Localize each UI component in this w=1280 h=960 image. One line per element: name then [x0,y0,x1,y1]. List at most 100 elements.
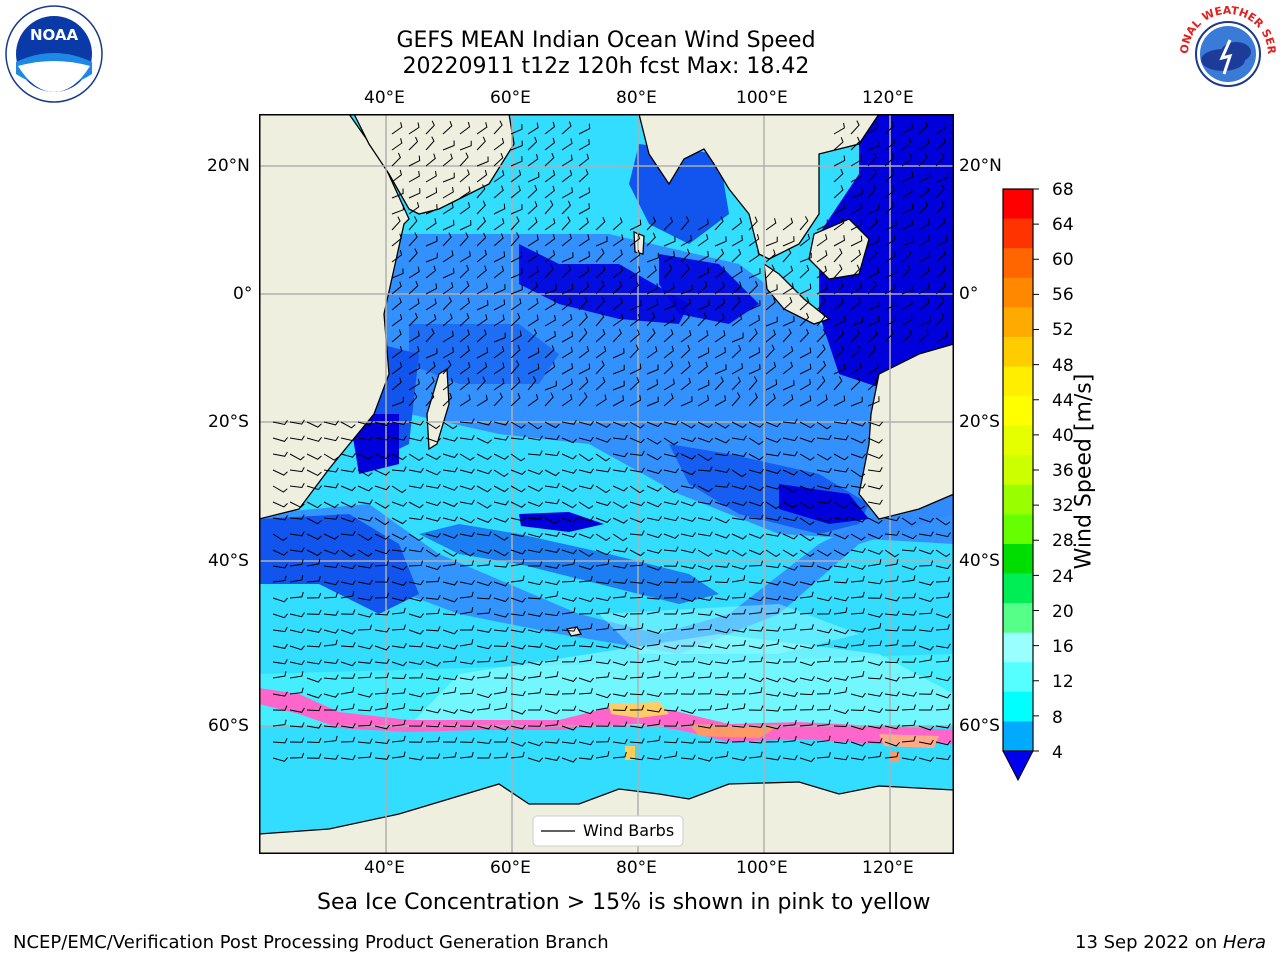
wind-barb [578,709,594,715]
wind-barb [408,692,424,698]
wind-barb [629,738,645,744]
wind-barb [629,467,645,473]
wind-barb [901,219,914,231]
colorbar-swatch [1003,307,1033,338]
wind-barb [595,453,611,462]
wind-barb [289,660,305,666]
wind-barb [765,393,776,407]
wind-barb [544,548,560,553]
wind-barb [357,549,373,557]
wind-barb [680,719,695,727]
wind-barb [459,721,475,727]
wind-barb [816,394,828,407]
wind-barb [544,233,556,247]
colorbar-tick-label: 24 [1052,567,1074,587]
wind-barb [527,594,543,600]
wind-barb [680,623,695,631]
wind-barb [493,284,506,295]
wind-barb [816,234,828,247]
wind-barb [510,675,526,681]
wind-barb [816,434,832,441]
wind-barb [867,533,883,540]
wind-barb [544,380,557,391]
wind-barb [697,737,713,743]
wind-barb [408,171,420,183]
wind-barb [544,690,560,696]
wind-barb [323,735,338,743]
wind-barb [918,218,930,231]
wind-barb [884,121,895,135]
wind-barb [663,516,679,522]
wind-barb [561,640,577,647]
wind-barb [306,592,322,599]
wind-barb [612,348,625,359]
bottom-lon-tick: 40°E [364,858,405,878]
wind-barb [561,596,577,602]
wind-barb [544,249,556,263]
bottom-lon-tick: 100°E [736,858,788,878]
wind-barb [289,574,304,583]
wind-barb [374,627,390,633]
wind-barb [306,753,322,759]
wind-barb [850,202,862,215]
wind-barb [612,265,624,279]
wind-barb [493,314,505,327]
wind-barb [374,724,390,730]
wind-barb [731,549,747,557]
wind-barb [748,315,760,327]
wind-barb [476,156,489,167]
wind-barb [850,655,865,663]
wind-barb [289,482,305,489]
wind-barb [612,421,628,427]
colorbar-swatch [1003,662,1033,693]
wind-barb [884,751,899,759]
wind-barb [493,153,504,167]
wind-barb [918,580,934,586]
wind-barb [459,737,475,743]
wind-barb [272,469,288,476]
wind-barb [306,659,322,665]
colorbar-tick-label: 16 [1052,637,1074,657]
wind-barb [918,316,931,327]
wind-barb [612,705,628,712]
wind-barb [476,232,487,247]
wind-barb [442,708,458,714]
wind-barb [918,608,933,615]
wind-barb [595,608,610,615]
wind-barb [918,671,933,679]
wind-barb [748,421,764,428]
wind-barb [510,709,526,715]
wind-barb [884,639,899,647]
wind-barb [901,203,914,215]
wind-barb [340,755,356,761]
wind-barb [799,741,815,746]
wind-barb [901,672,916,679]
wind-barb [357,516,373,522]
wind-barb [714,281,725,295]
wind-barb [850,421,866,427]
colorbar-swatch [1003,691,1033,722]
wind-barb [935,576,951,583]
wind-barb [425,421,441,430]
wind-barb [340,673,356,679]
wind-barb [697,251,709,263]
wind-barb [595,394,607,407]
wind-barb [850,316,863,327]
wind-barb [510,330,522,343]
wind-barb [629,578,645,584]
wind-barb [901,625,917,631]
wind-barb [425,736,441,743]
wind-barb [391,607,406,615]
wind-barb [408,547,424,553]
wind-barb [425,328,435,343]
sea-ice-caption: Sea Ice Concentration > 15% is shown in … [317,890,931,915]
wind-barb [476,169,488,183]
wind-barb [918,645,934,651]
wind-barb [799,580,815,586]
wind-barb [935,172,948,183]
wind-barb [510,204,523,215]
wind-barb [306,453,322,460]
wind-barb [595,596,611,602]
wind-barb [425,661,441,667]
legend-label: Wind Barbs [583,821,674,840]
